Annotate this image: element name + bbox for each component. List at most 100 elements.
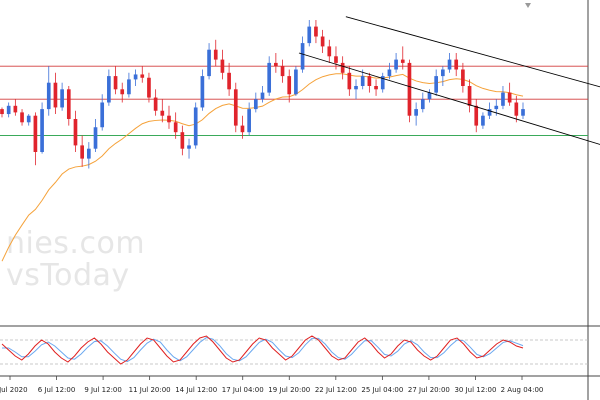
candle-body	[394, 59, 398, 70]
candle-body	[20, 112, 24, 123]
candle-body	[140, 74, 145, 78]
candle-body	[73, 119, 78, 146]
candle-body	[93, 127, 98, 149]
corner-marker	[525, 3, 531, 8]
candle-body	[414, 109, 418, 116]
candle-body	[173, 122, 178, 133]
x-tick-label: 27 Jul 20:00	[408, 386, 450, 394]
candle-body	[400, 59, 405, 63]
candle-body	[207, 49, 211, 77]
x-tick-label: 14 Jul 12:00	[175, 386, 217, 394]
candle-body	[360, 76, 365, 86]
x-tick-label: 6 Jul 12:00	[38, 386, 76, 394]
candle-body	[434, 76, 439, 93]
candle-body	[200, 76, 205, 108]
candle-body	[53, 82, 58, 108]
candle-body	[367, 76, 372, 86]
candle-body	[387, 69, 392, 77]
candle-body	[354, 86, 358, 90]
candle-body	[314, 26, 318, 37]
candles-group	[0, 20, 525, 169]
candle-body	[253, 99, 258, 110]
candle-body	[240, 125, 245, 133]
x-tick-label: 19 Jul 20:00	[268, 386, 310, 394]
candle-body	[60, 89, 64, 108]
candle-body	[280, 66, 285, 77]
candle-body	[127, 79, 131, 95]
candle-body	[320, 36, 325, 47]
candle-body	[213, 49, 218, 60]
candle-body	[427, 92, 432, 100]
candle-body	[26, 115, 31, 123]
candle-body	[100, 102, 105, 128]
candle-body	[33, 115, 38, 152]
candle-body	[0, 109, 4, 115]
candle-body	[407, 62, 412, 116]
candle-body	[86, 148, 91, 159]
channel-lines	[298, 16, 600, 145]
candle-body	[40, 109, 44, 152]
x-tick-label: 11 Jul 20:00	[129, 386, 171, 394]
x-tick-label: 2 Jul 2020	[0, 386, 28, 394]
channel-lower-line	[298, 52, 600, 145]
candle-body	[187, 145, 191, 149]
candle-body	[481, 115, 485, 126]
stoch-main-line	[1, 335, 524, 365]
candle-body	[474, 105, 479, 126]
candle-body	[514, 102, 519, 116]
x-tick-label: 22 Jul 12:00	[315, 386, 357, 394]
candle-body	[340, 62, 345, 73]
candle-body	[80, 145, 84, 159]
candle-body	[233, 89, 238, 126]
candle-body	[267, 62, 272, 93]
candle-body	[13, 105, 18, 113]
x-tick-label: 30 Jul 12:00	[454, 386, 496, 394]
x-tick-label: 9 Jul 12:00	[84, 386, 122, 394]
candle-body	[260, 92, 265, 100]
x-tick-label: 25 Jul 04:00	[361, 386, 403, 394]
candle-body	[113, 76, 118, 90]
candle-body	[300, 43, 305, 70]
candle-body	[327, 46, 332, 57]
candle-body	[120, 89, 125, 95]
candle-body	[274, 62, 278, 67]
watermark-line-1: nies.com	[6, 226, 146, 261]
candle-body	[507, 92, 512, 103]
candle-body	[153, 97, 158, 111]
candle-body	[107, 76, 111, 103]
candle-body	[441, 69, 445, 77]
candle-body	[467, 86, 472, 106]
candle-body	[180, 132, 185, 149]
candle-body	[46, 82, 51, 110]
candle-body	[501, 92, 505, 106]
candle-body	[287, 76, 292, 95]
candle-body	[227, 72, 231, 90]
stoch-signal-line	[2, 337, 524, 363]
candle-body	[193, 107, 198, 146]
corner-marker-icon	[525, 3, 531, 8]
candle-body	[347, 72, 352, 90]
candle-body	[294, 69, 298, 95]
candle-body	[66, 89, 71, 119]
channel-upper-line	[345, 16, 600, 88]
candle-body	[454, 59, 459, 70]
candle-body	[334, 56, 338, 63]
candle-body	[374, 86, 378, 90]
candle-body	[307, 26, 312, 44]
candle-body	[487, 109, 492, 116]
candle-body	[147, 77, 151, 98]
candle-body	[247, 109, 251, 133]
x-tick-label: 2 Aug 04:00	[501, 386, 544, 394]
candle-body	[420, 99, 425, 110]
candle-body	[521, 109, 525, 116]
candle-body	[133, 74, 138, 80]
x-tick-label: 17 Jul 04:00	[222, 386, 264, 394]
candle-body	[380, 76, 385, 90]
candle-body	[160, 110, 165, 116]
candle-body	[494, 105, 499, 110]
stochastic-oscillator	[0, 335, 588, 365]
candle-body	[461, 69, 465, 86]
